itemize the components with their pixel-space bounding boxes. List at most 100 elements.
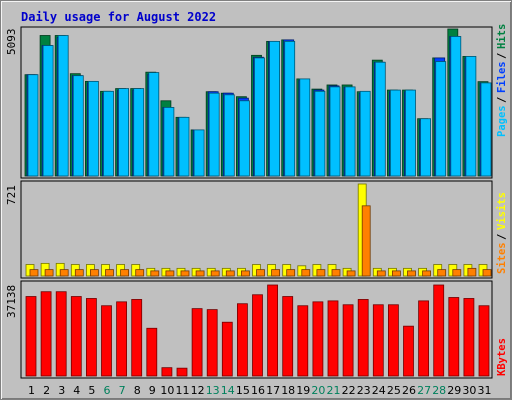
day-label: 8 bbox=[134, 384, 141, 397]
kbytes-bar bbox=[357, 299, 369, 377]
pages-bar bbox=[269, 40, 281, 177]
legend-separator: / bbox=[496, 53, 508, 59]
day-label: 22 bbox=[342, 384, 356, 397]
sites-bar bbox=[286, 269, 296, 277]
kbytes-bar bbox=[86, 298, 97, 377]
sites-bar bbox=[59, 269, 69, 277]
day-label: 20 bbox=[311, 384, 325, 397]
pages-bar bbox=[329, 86, 341, 177]
panel3-legend: KBytes bbox=[496, 338, 508, 376]
panel3-bars bbox=[25, 284, 490, 377]
kbytes-bar bbox=[327, 300, 339, 377]
kbytes-bar bbox=[403, 325, 414, 377]
kbytes-bar bbox=[448, 297, 460, 377]
day-label: 19 bbox=[296, 384, 310, 397]
sites-bar bbox=[225, 270, 235, 277]
day-label: 29 bbox=[447, 384, 461, 397]
visits-sites-panel bbox=[20, 180, 493, 279]
pages-bar bbox=[42, 45, 54, 177]
sites-legend-label: Sites bbox=[496, 242, 508, 274]
pages-bar bbox=[57, 35, 69, 177]
day-label: 27 bbox=[417, 384, 431, 397]
sites-bar bbox=[482, 269, 492, 277]
sites-bar bbox=[256, 269, 265, 277]
day-label: 23 bbox=[357, 384, 371, 397]
pages-bar bbox=[465, 56, 477, 177]
sites-bar bbox=[195, 270, 205, 277]
pages-bar bbox=[193, 129, 205, 177]
sites-bar bbox=[105, 269, 114, 277]
pages-bar bbox=[450, 36, 462, 177]
kbytes-bar bbox=[342, 304, 354, 377]
sites-bar bbox=[316, 269, 326, 277]
pages-bar bbox=[299, 78, 311, 177]
day-label: 6 bbox=[104, 384, 111, 397]
kbytes-bar bbox=[191, 308, 203, 377]
kbytes-bar bbox=[116, 301, 127, 377]
sites-bar bbox=[150, 270, 160, 277]
sites-bar bbox=[180, 270, 190, 277]
kbytes-bar bbox=[70, 296, 82, 377]
day-label: 13 bbox=[206, 384, 220, 397]
legend-separator: / bbox=[496, 97, 508, 103]
sites-bar bbox=[391, 270, 401, 277]
day-label: 9 bbox=[149, 384, 156, 397]
day-label: 14 bbox=[221, 384, 235, 397]
kbytes-bar bbox=[282, 296, 294, 377]
day-label: 7 bbox=[119, 384, 126, 397]
kbytes-legend-label: KBytes bbox=[496, 338, 508, 376]
sites-bar bbox=[135, 269, 145, 277]
kbytes-bar bbox=[40, 291, 52, 377]
kbytes-bar bbox=[252, 294, 263, 377]
day-label: 31 bbox=[478, 384, 492, 397]
kbytes-bar bbox=[206, 309, 218, 377]
sites-bar bbox=[165, 270, 175, 277]
sites-bar bbox=[120, 269, 129, 277]
kbytes-bar bbox=[297, 305, 309, 377]
day-label: 21 bbox=[327, 384, 341, 397]
pages-bar bbox=[118, 88, 129, 177]
kbytes-bar bbox=[267, 284, 279, 377]
day-label: 15 bbox=[236, 384, 250, 397]
pages-bar bbox=[238, 100, 250, 177]
kbytes-bar bbox=[55, 291, 67, 377]
sites-bar bbox=[331, 269, 341, 277]
day-label: 26 bbox=[402, 384, 416, 397]
day-label: 5 bbox=[88, 384, 95, 397]
day-label: 30 bbox=[462, 384, 476, 397]
sites-bar bbox=[210, 270, 220, 277]
sites-bar bbox=[240, 270, 250, 277]
pages-bar bbox=[133, 88, 145, 177]
sites-bar bbox=[90, 269, 99, 277]
kbytes-bar bbox=[176, 367, 188, 377]
kbytes-bar bbox=[146, 327, 158, 377]
panel1-max-label: 5093 bbox=[5, 29, 18, 56]
pages-bar bbox=[223, 94, 235, 177]
pages-bar bbox=[178, 116, 190, 177]
sites-bar bbox=[452, 269, 462, 277]
sites-bar bbox=[301, 269, 311, 277]
pages-bar bbox=[72, 75, 84, 177]
day-label: 11 bbox=[176, 384, 190, 397]
pages-bar bbox=[163, 107, 175, 177]
kbytes-bar bbox=[221, 321, 233, 377]
sites-bar bbox=[74, 269, 84, 277]
kbytes-bar bbox=[387, 304, 399, 377]
kbytes-bar bbox=[463, 298, 475, 377]
pages-bar bbox=[314, 90, 326, 177]
pages-bar bbox=[420, 118, 432, 177]
pages-bar bbox=[103, 90, 114, 177]
pages-legend-label: Pages bbox=[496, 105, 508, 137]
sites-bar bbox=[376, 270, 386, 277]
kbytes-bar bbox=[418, 300, 430, 377]
pages-bar bbox=[254, 57, 265, 177]
panel1-legend: Pages / Files / Hits bbox=[496, 24, 508, 137]
pages-bar bbox=[389, 89, 401, 177]
sites-bar bbox=[271, 269, 281, 277]
panel2-max-label: 721 bbox=[5, 185, 18, 205]
day-label: 16 bbox=[251, 384, 265, 397]
pages-bar bbox=[208, 92, 220, 177]
pages-bar bbox=[27, 74, 39, 177]
sites-bar bbox=[29, 269, 39, 277]
